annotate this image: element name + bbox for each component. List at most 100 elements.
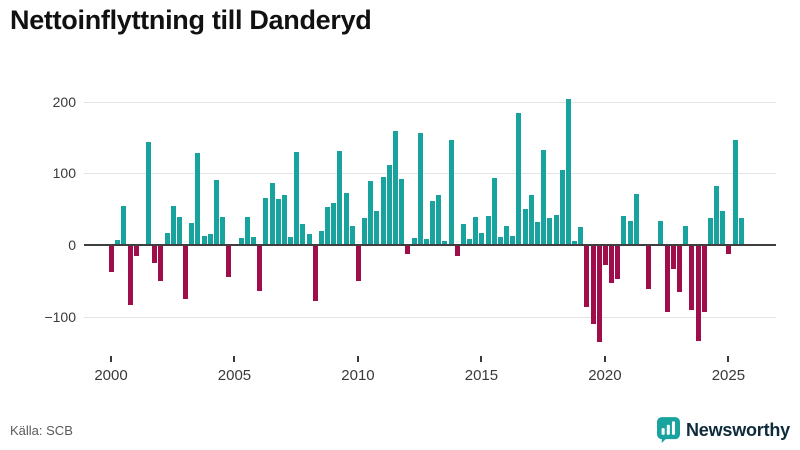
bar-2007Q3 [294,151,300,245]
newsworthy-speech-bubble-bar-chart-icon [656,417,680,443]
bar-2023Q4 [695,245,701,342]
bar-2019Q4 [596,245,602,342]
bar-2021Q2 [633,194,639,245]
bar-2021Q1 [627,221,633,245]
bar-2006Q1 [257,245,263,291]
bar-2017Q3 [541,149,547,245]
bar-2019Q2 [584,245,590,307]
bar-2001Q1 [133,245,139,256]
bar-2014Q4 [473,217,479,245]
bar-2024Q1 [701,245,707,312]
bar-2000Q4 [127,245,133,306]
bar-2004Q4 [226,245,232,278]
bar-2003Q2 [189,222,195,245]
gridline-y-100 [84,316,776,318]
bar-2015Q4 [497,237,503,245]
bar-2012Q3 [417,133,423,245]
bar-2008Q4 [325,206,331,245]
bar-2018Q4 [572,240,578,245]
bar-2015Q1 [479,232,485,245]
bar-2024Q4 [720,210,726,245]
bar-2019Q3 [590,245,596,324]
bar-2022Q2 [658,221,664,245]
x-axis-label-2020: 2020 [588,367,622,384]
bar-2022Q4 [670,245,676,269]
bar-2014Q3 [467,239,473,245]
bar-2011Q2 [386,164,392,245]
x-axis-tick-2010 [356,356,359,362]
bar-2000Q2 [115,239,121,245]
bar-2005Q4 [251,237,256,245]
bar-2003Q1 [183,245,189,299]
bar-2013Q3 [442,240,448,245]
x-axis-label-2025: 2025 [711,367,746,384]
bar-2016Q1 [504,225,510,245]
y-axis-label-100: 100 [52,165,76,182]
bar-2010Q2 [362,218,368,245]
x-axis-tick-2025 [727,356,730,362]
bar-2005Q2 [238,237,244,245]
bar-2019Q1 [578,227,584,245]
zero-axis-line [84,244,776,246]
bar-2003Q4 [201,235,207,245]
bar-2023Q1 [677,245,682,292]
bar-2008Q3 [318,230,324,245]
bar-2016Q2 [510,235,516,245]
bar-2001Q4 [152,245,158,263]
bar-2006Q3 [269,182,275,245]
x-axis-label-2015: 2015 [464,367,499,384]
x-axis-tick-2015 [480,356,483,362]
bar-2020Q4 [621,216,627,245]
bar-2017Q1 [528,195,534,245]
bar-2011Q3 [393,130,398,245]
bar-2018Q3 [565,98,571,245]
bar-2017Q2 [535,222,540,245]
gridline-y100 [84,173,776,175]
bar-2006Q4 [275,199,281,245]
bar-2024Q2 [707,218,713,245]
bar-2020Q2 [609,245,615,284]
bar-2015Q3 [491,177,497,245]
bar-2010Q3 [368,181,374,245]
bar-2006Q2 [263,198,269,245]
bar-2002Q4 [176,217,182,245]
bar-2007Q4 [300,224,306,245]
y-axis-label-0: 0 [68,237,76,253]
bar-2015Q2 [485,216,491,245]
x-axis-label-2005: 2005 [217,367,252,384]
bar-2004Q2 [213,179,219,245]
bar-2011Q4 [399,178,405,245]
x-axis-tick-2005 [233,356,236,362]
bar-2005Q3 [244,217,250,245]
bar-2013Q2 [436,195,442,245]
bar-2020Q3 [615,245,621,279]
bar-2014Q2 [460,224,466,245]
y-axis-label--100: −100 [44,308,76,325]
bar-2018Q2 [559,169,565,245]
bar-2008Q1 [306,233,312,245]
bar-2025Q2 [732,139,738,245]
bar-2000Q3 [121,205,127,245]
bar-2023Q3 [689,245,695,310]
bar-2009Q3 [343,192,349,245]
newsworthy-logo: Newsworthy [656,417,790,443]
x-axis-label-2000: 2000 [94,367,128,384]
bar-2025Q3 [738,218,744,245]
bar-2012Q4 [423,238,429,245]
bar-2010Q1 [355,245,361,281]
bar-2013Q4 [448,140,454,245]
bar-2004Q3 [220,217,226,245]
y-axis-label-200: 200 [52,93,76,110]
bar-2012Q1 [405,245,411,255]
x-axis-tick-2000 [110,356,112,362]
bar-2002Q2 [164,232,170,245]
bar-2021Q4 [646,245,652,290]
brand-name: Newsworthy [685,419,790,440]
bar-2001Q3 [146,142,152,245]
source-credit: Källa: SCB [10,423,73,438]
bar-2007Q1 [281,194,287,245]
bar-2007Q2 [288,237,294,245]
bar-2009Q2 [337,151,343,245]
bar-2014Q1 [454,245,460,256]
bar-2018Q1 [553,214,559,245]
